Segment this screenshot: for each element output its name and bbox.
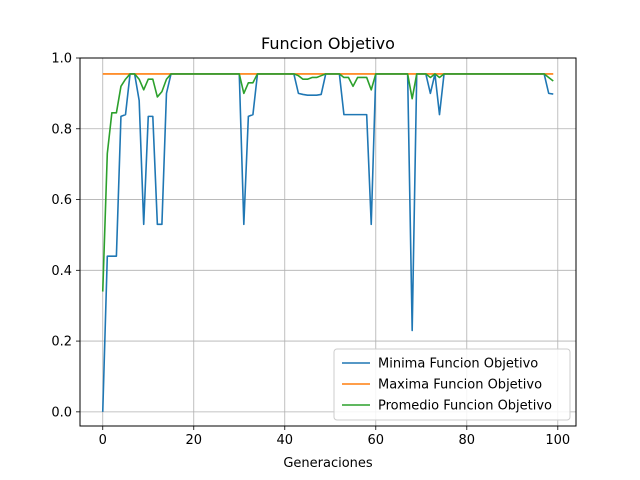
plot-frame (79, 57, 577, 427)
y-tick-label: 1.0 (51, 52, 72, 67)
legend-entry: Maxima Funcion Objetivo (378, 378, 542, 393)
series-line-3 (101, 73, 554, 292)
x-axis-label: Generaciones (283, 456, 373, 471)
legend-entry: Promedio Funcion Objetivo (378, 399, 552, 414)
y-tick-label: 0.2 (51, 335, 72, 350)
legend-box (333, 348, 571, 421)
x-tick-label: 80 (459, 433, 476, 448)
legend-entry: Minima Funcion Objetivo (378, 357, 538, 372)
y-tick-label: 0.8 (51, 122, 72, 137)
chart-title: Funcion Objetivo (261, 34, 395, 53)
y-tick-label: 0.0 (51, 405, 72, 420)
x-axis: 0 20 40 60 80 100 (99, 426, 570, 448)
x-tick-label: 20 (185, 433, 202, 448)
y-tick-label: 0.4 (51, 264, 72, 279)
x-tick-label: 0 (99, 433, 107, 448)
y-axis: 0.0 0.2 0.4 0.6 0.8 1.0 (51, 52, 80, 420)
legend: Minima Funcion Objetivo Maxima Funcion Ob… (333, 348, 571, 421)
x-tick-label: 60 (368, 433, 385, 448)
x-tick-label: 40 (276, 433, 293, 448)
y-tick-label: 0.6 (51, 193, 72, 208)
x-tick-label: 100 (545, 433, 570, 448)
series-lines (101, 73, 554, 412)
